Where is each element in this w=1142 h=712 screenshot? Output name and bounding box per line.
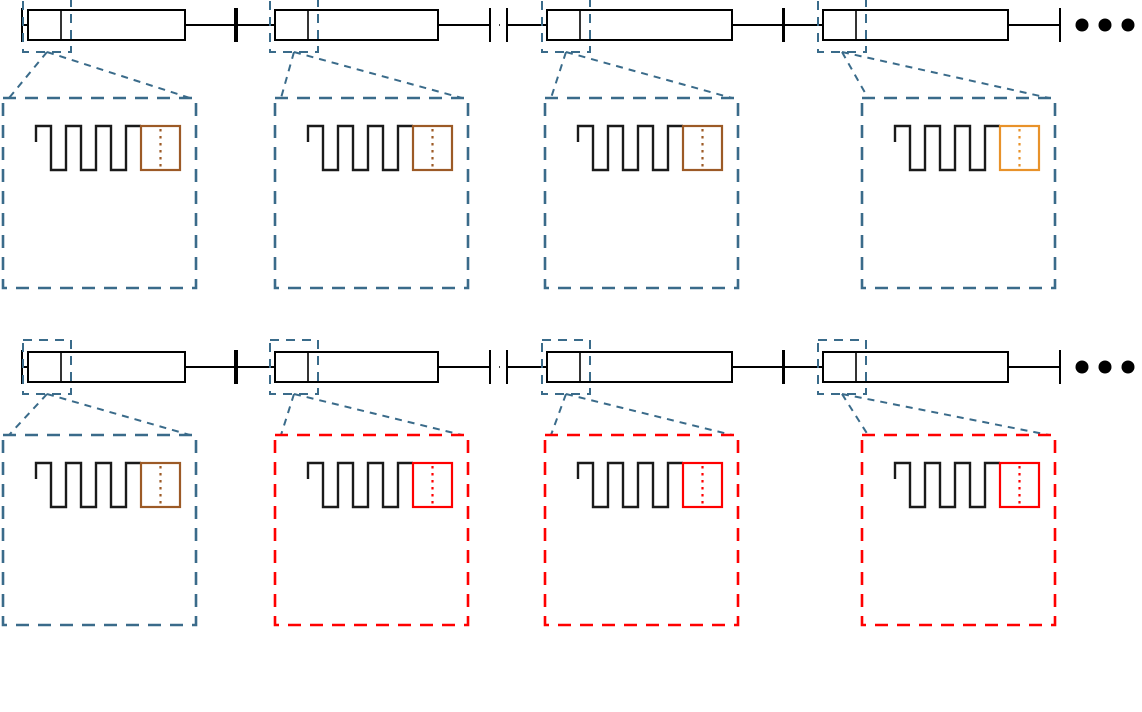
diagram-canvas [1,0,1135,627]
vector-layer [1,0,1135,627]
